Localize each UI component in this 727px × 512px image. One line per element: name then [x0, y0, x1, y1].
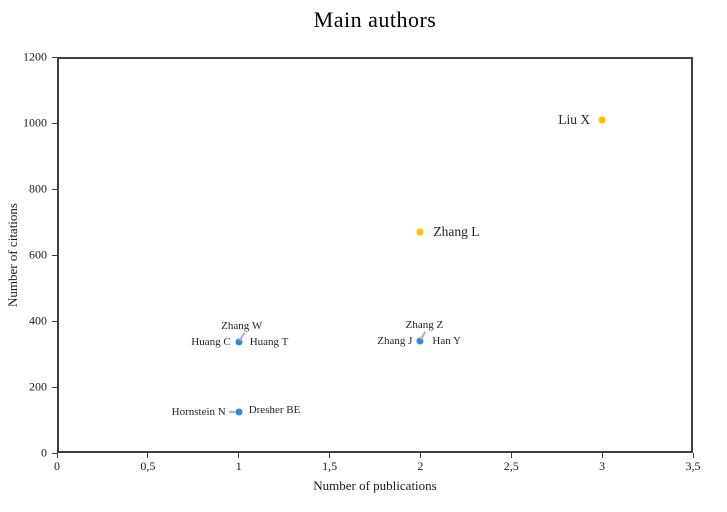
data-point-label: Huang C — [191, 336, 231, 349]
x-tick-label: 0,5 — [140, 459, 156, 473]
x-tick-label: 3 — [599, 459, 606, 473]
data-point-label: Han Y — [432, 334, 462, 347]
y-tick-mark — [52, 452, 57, 454]
data-point-label: Huang T — [249, 336, 289, 349]
x-tick-mark — [510, 453, 512, 458]
y-tick-mark — [52, 386, 57, 388]
x-tick-mark — [692, 453, 694, 458]
data-point-regular — [235, 408, 243, 416]
data-point-regular — [416, 337, 424, 345]
y-tick-mark — [52, 122, 57, 124]
y-tick-label: 600 — [29, 247, 47, 262]
y-tick-label: 200 — [29, 379, 47, 394]
leader-line — [228, 411, 235, 413]
x-tick-mark — [329, 453, 331, 458]
data-point-highlight — [416, 228, 424, 236]
y-tick-mark — [52, 320, 57, 322]
data-point-label: Liu X — [558, 111, 591, 127]
x-axis-title: Number of publications — [313, 478, 437, 493]
x-tick-mark — [56, 453, 58, 458]
x-tick-label: 3,5 — [685, 459, 701, 473]
x-tick-label: 0 — [54, 459, 60, 473]
y-tick-mark — [52, 254, 57, 256]
x-tick-label: 2 — [417, 459, 424, 473]
chart-title: Main authors — [313, 7, 437, 32]
data-point-highlight — [598, 116, 606, 124]
y-tick-label: 0 — [41, 445, 47, 460]
data-point-label: Zhang Z — [405, 318, 444, 331]
y-tick-mark — [52, 56, 57, 58]
x-tick-label: 1,5 — [322, 459, 338, 473]
x-tick-mark — [601, 453, 603, 458]
x-tick-mark — [147, 453, 149, 458]
data-point-label: Zhang L — [433, 223, 480, 239]
x-tick-mark — [238, 453, 240, 458]
y-tick-label: 1200 — [23, 49, 47, 64]
data-point-label: Dresher BE — [248, 403, 301, 416]
data-point-label: Hornstein N — [171, 405, 226, 418]
y-tick-label: 1000 — [23, 115, 47, 130]
x-tick-mark — [419, 453, 421, 458]
y-tick-label: 400 — [29, 313, 47, 328]
y-tick-label: 800 — [29, 181, 47, 196]
data-point-regular — [235, 338, 243, 346]
y-tick-mark — [52, 188, 57, 190]
x-tick-label: 1 — [235, 459, 242, 473]
data-point-label: Zhang W — [221, 320, 263, 333]
data-point-label: Zhang J — [377, 334, 413, 347]
x-tick-label: 2,5 — [503, 459, 519, 473]
plot-area: Liu X Zhang L Zhang W Huang C Huang T Zhang Z… — [57, 57, 693, 453]
